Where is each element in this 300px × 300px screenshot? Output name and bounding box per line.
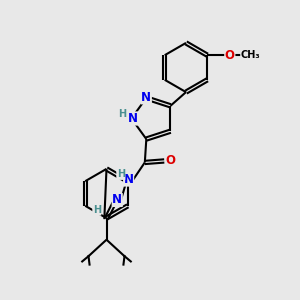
Text: CH₃: CH₃	[241, 50, 260, 60]
Text: N: N	[128, 112, 138, 125]
Text: O: O	[165, 154, 175, 167]
Text: N: N	[141, 91, 151, 104]
Text: N: N	[124, 173, 134, 186]
Text: H: H	[93, 205, 101, 215]
Text: H: H	[117, 169, 125, 179]
Text: O: O	[225, 49, 235, 62]
Text: N: N	[112, 194, 122, 206]
Text: H: H	[118, 109, 127, 119]
